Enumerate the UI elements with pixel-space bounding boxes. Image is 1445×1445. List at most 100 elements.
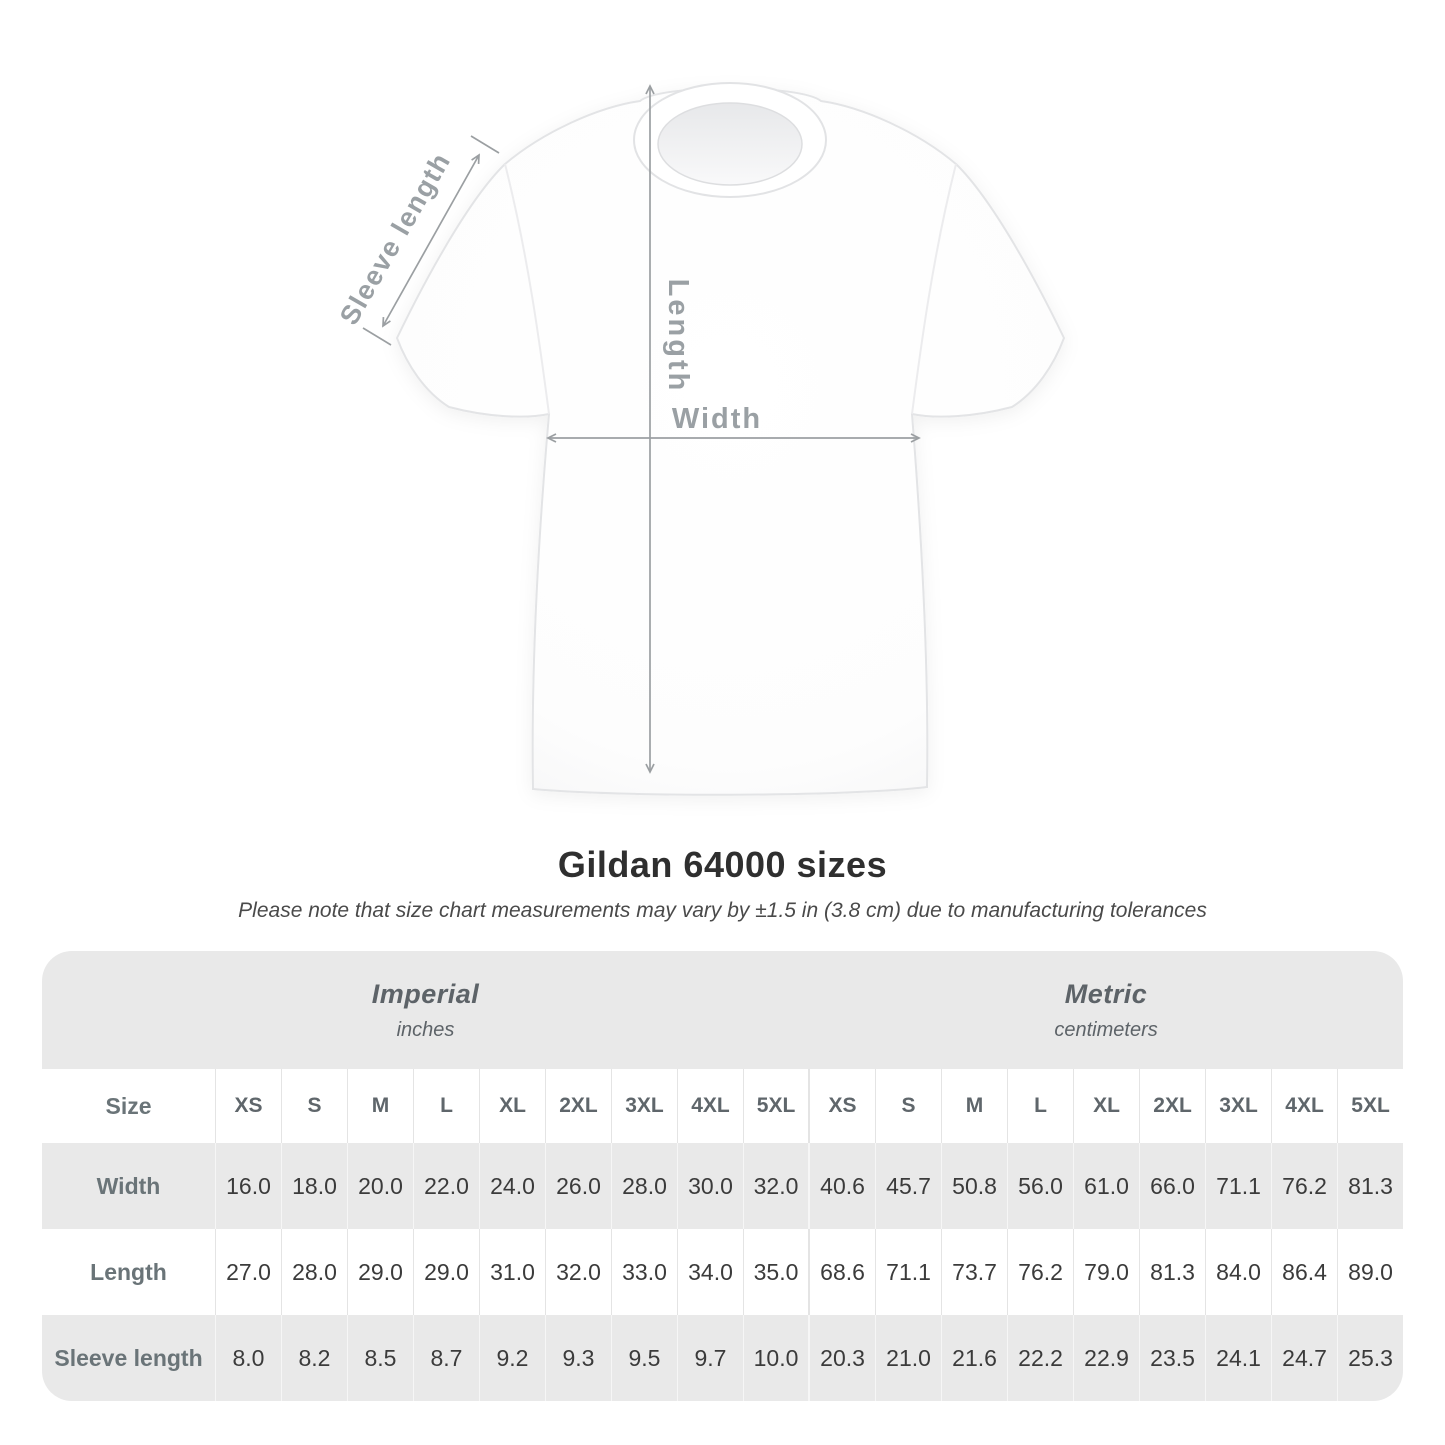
length-imperial-xs: 27.0 (215, 1229, 281, 1315)
sleeve-imperial-xl: 9.2 (479, 1315, 545, 1401)
size-col-imperial-l: L (413, 1069, 479, 1143)
sleeve-imperial-s: 8.2 (281, 1315, 347, 1401)
sleeve-metric-xl: 22.9 (1073, 1315, 1140, 1401)
row-label-sleeve-length: Sleeve length (42, 1315, 215, 1401)
size-col-metric-4xl: 4XL (1271, 1069, 1338, 1143)
sleeve-metric-m: 21.6 (941, 1315, 1008, 1401)
size-col-metric-5xl: 5XL (1337, 1069, 1403, 1143)
size-col-metric-s: S (875, 1069, 942, 1143)
size-col-metric-3xl: 3XL (1205, 1069, 1272, 1143)
sleeve-metric-s: 21.0 (875, 1315, 942, 1401)
width-imperial-l: 22.0 (413, 1143, 479, 1229)
width-metric-3xl: 71.1 (1205, 1143, 1272, 1229)
length-metric-4xl: 86.4 (1271, 1229, 1338, 1315)
sleeve-imperial-l: 8.7 (413, 1315, 479, 1401)
metric-label: Metric (1064, 978, 1148, 1009)
width-imperial-s: 18.0 (281, 1143, 347, 1229)
sleeve-imperial-xs: 8.0 (215, 1315, 281, 1401)
row-label-length: Length (42, 1229, 215, 1315)
sleeve-imperial-5xl: 10.0 (743, 1315, 810, 1401)
size-col-imperial-xs: XS (215, 1069, 281, 1143)
sleeve-arrow-start-tick (362, 327, 392, 346)
length-imperial-s: 28.0 (281, 1229, 347, 1315)
sleeve-imperial-2xl: 9.3 (545, 1315, 611, 1401)
group-header-imperial: Imperial inches (42, 951, 810, 1069)
sleeve-length-row: Sleeve length 8.0 8.2 8.5 8.7 9.2 9.3 9.… (42, 1315, 1403, 1401)
length-imperial-xl: 31.0 (479, 1229, 545, 1315)
sleeve-metric-3xl: 24.1 (1205, 1315, 1272, 1401)
size-col-imperial-2xl: 2XL (545, 1069, 611, 1143)
corner-label: Size (42, 1069, 215, 1143)
width-metric-5xl: 81.3 (1337, 1143, 1403, 1229)
length-imperial-2xl: 32.0 (545, 1229, 611, 1315)
sleeve-metric-l: 22.2 (1007, 1315, 1074, 1401)
sleeve-length-arrow (382, 153, 480, 328)
width-label: Width (672, 403, 762, 435)
size-table-card: Imperial inches Metric centimeters Size … (42, 951, 1403, 1401)
length-metric-3xl: 84.0 (1205, 1229, 1272, 1315)
sleeve-metric-4xl: 24.7 (1271, 1315, 1338, 1401)
row-label-width: Width (42, 1143, 215, 1229)
size-col-metric-xs: XS (809, 1069, 876, 1143)
sleeve-imperial-4xl: 9.7 (677, 1315, 743, 1401)
imperial-label: Imperial (371, 978, 480, 1009)
length-label: Length (662, 279, 694, 394)
length-imperial-5xl: 35.0 (743, 1229, 810, 1315)
size-col-imperial-xl: XL (479, 1069, 545, 1143)
group-header-metric: Metric centimeters (809, 951, 1403, 1069)
length-imperial-4xl: 34.0 (677, 1229, 743, 1315)
size-col-imperial-m: M (347, 1069, 413, 1143)
width-metric-s: 45.7 (875, 1143, 942, 1229)
tshirt-diagram: Length Width Sleeve length (334, 82, 1066, 796)
width-metric-4xl: 76.2 (1271, 1143, 1338, 1229)
sleeve-imperial-m: 8.5 (347, 1315, 413, 1401)
size-col-imperial-s: S (281, 1069, 347, 1143)
size-col-imperial-3xl: 3XL (611, 1069, 677, 1143)
size-col-imperial-4xl: 4XL (677, 1069, 743, 1143)
width-imperial-xs: 16.0 (215, 1143, 281, 1229)
width-metric-2xl: 66.0 (1139, 1143, 1206, 1229)
page-subtitle: Please note that size chart measurements… (238, 899, 1207, 922)
size-header-row: Size XS S M L XL 2XL 3XL 4XL 5XL XS S M … (42, 1069, 1403, 1143)
length-metric-xl: 79.0 (1073, 1229, 1140, 1315)
width-metric-xs: 40.6 (809, 1143, 876, 1229)
page-title: Gildan 64000 sizes (557, 844, 888, 885)
width-imperial-4xl: 30.0 (677, 1143, 743, 1229)
left-sleeve-seam (504, 163, 550, 415)
length-metric-l: 76.2 (1007, 1229, 1074, 1315)
inches-label: inches (396, 1018, 455, 1041)
width-imperial-5xl: 32.0 (743, 1143, 810, 1229)
size-col-metric-2xl: 2XL (1139, 1069, 1206, 1143)
width-metric-xl: 61.0 (1073, 1143, 1140, 1229)
size-col-metric-m: M (941, 1069, 1008, 1143)
length-imperial-3xl: 33.0 (611, 1229, 677, 1315)
centimeters-label: centimeters (1054, 1018, 1158, 1041)
length-metric-2xl: 81.3 (1139, 1229, 1206, 1315)
width-imperial-2xl: 26.0 (545, 1143, 611, 1229)
sleeve-arrow-end-tick (470, 135, 500, 154)
sleeve-metric-5xl: 25.3 (1337, 1315, 1403, 1401)
length-metric-m: 73.7 (941, 1229, 1008, 1315)
width-imperial-xl: 24.0 (479, 1143, 545, 1229)
length-imperial-m: 29.0 (347, 1229, 413, 1315)
tshirt-image (395, 82, 1066, 796)
right-sleeve-seam (911, 163, 957, 415)
length-row: Length 27.0 28.0 29.0 29.0 31.0 32.0 33.… (42, 1229, 1403, 1315)
size-col-imperial-5xl: 5XL (743, 1069, 810, 1143)
width-imperial-3xl: 28.0 (611, 1143, 677, 1229)
width-row: Width 16.0 18.0 20.0 22.0 24.0 26.0 28.0… (42, 1143, 1403, 1229)
length-metric-5xl: 89.0 (1337, 1229, 1403, 1315)
size-col-metric-l: L (1007, 1069, 1074, 1143)
length-metric-xs: 68.6 (809, 1229, 876, 1315)
length-imperial-l: 29.0 (413, 1229, 479, 1315)
unit-group-header-row: Imperial inches Metric centimeters (42, 951, 1403, 1069)
collar-inner (657, 102, 803, 186)
sleeve-metric-xs: 20.3 (809, 1315, 876, 1401)
width-metric-l: 56.0 (1007, 1143, 1074, 1229)
width-metric-m: 50.8 (941, 1143, 1008, 1229)
size-table: Imperial inches Metric centimeters Size … (42, 951, 1403, 1401)
sleeve-imperial-3xl: 9.5 (611, 1315, 677, 1401)
size-col-metric-xl: XL (1073, 1069, 1140, 1143)
sleeve-metric-2xl: 23.5 (1139, 1315, 1206, 1401)
